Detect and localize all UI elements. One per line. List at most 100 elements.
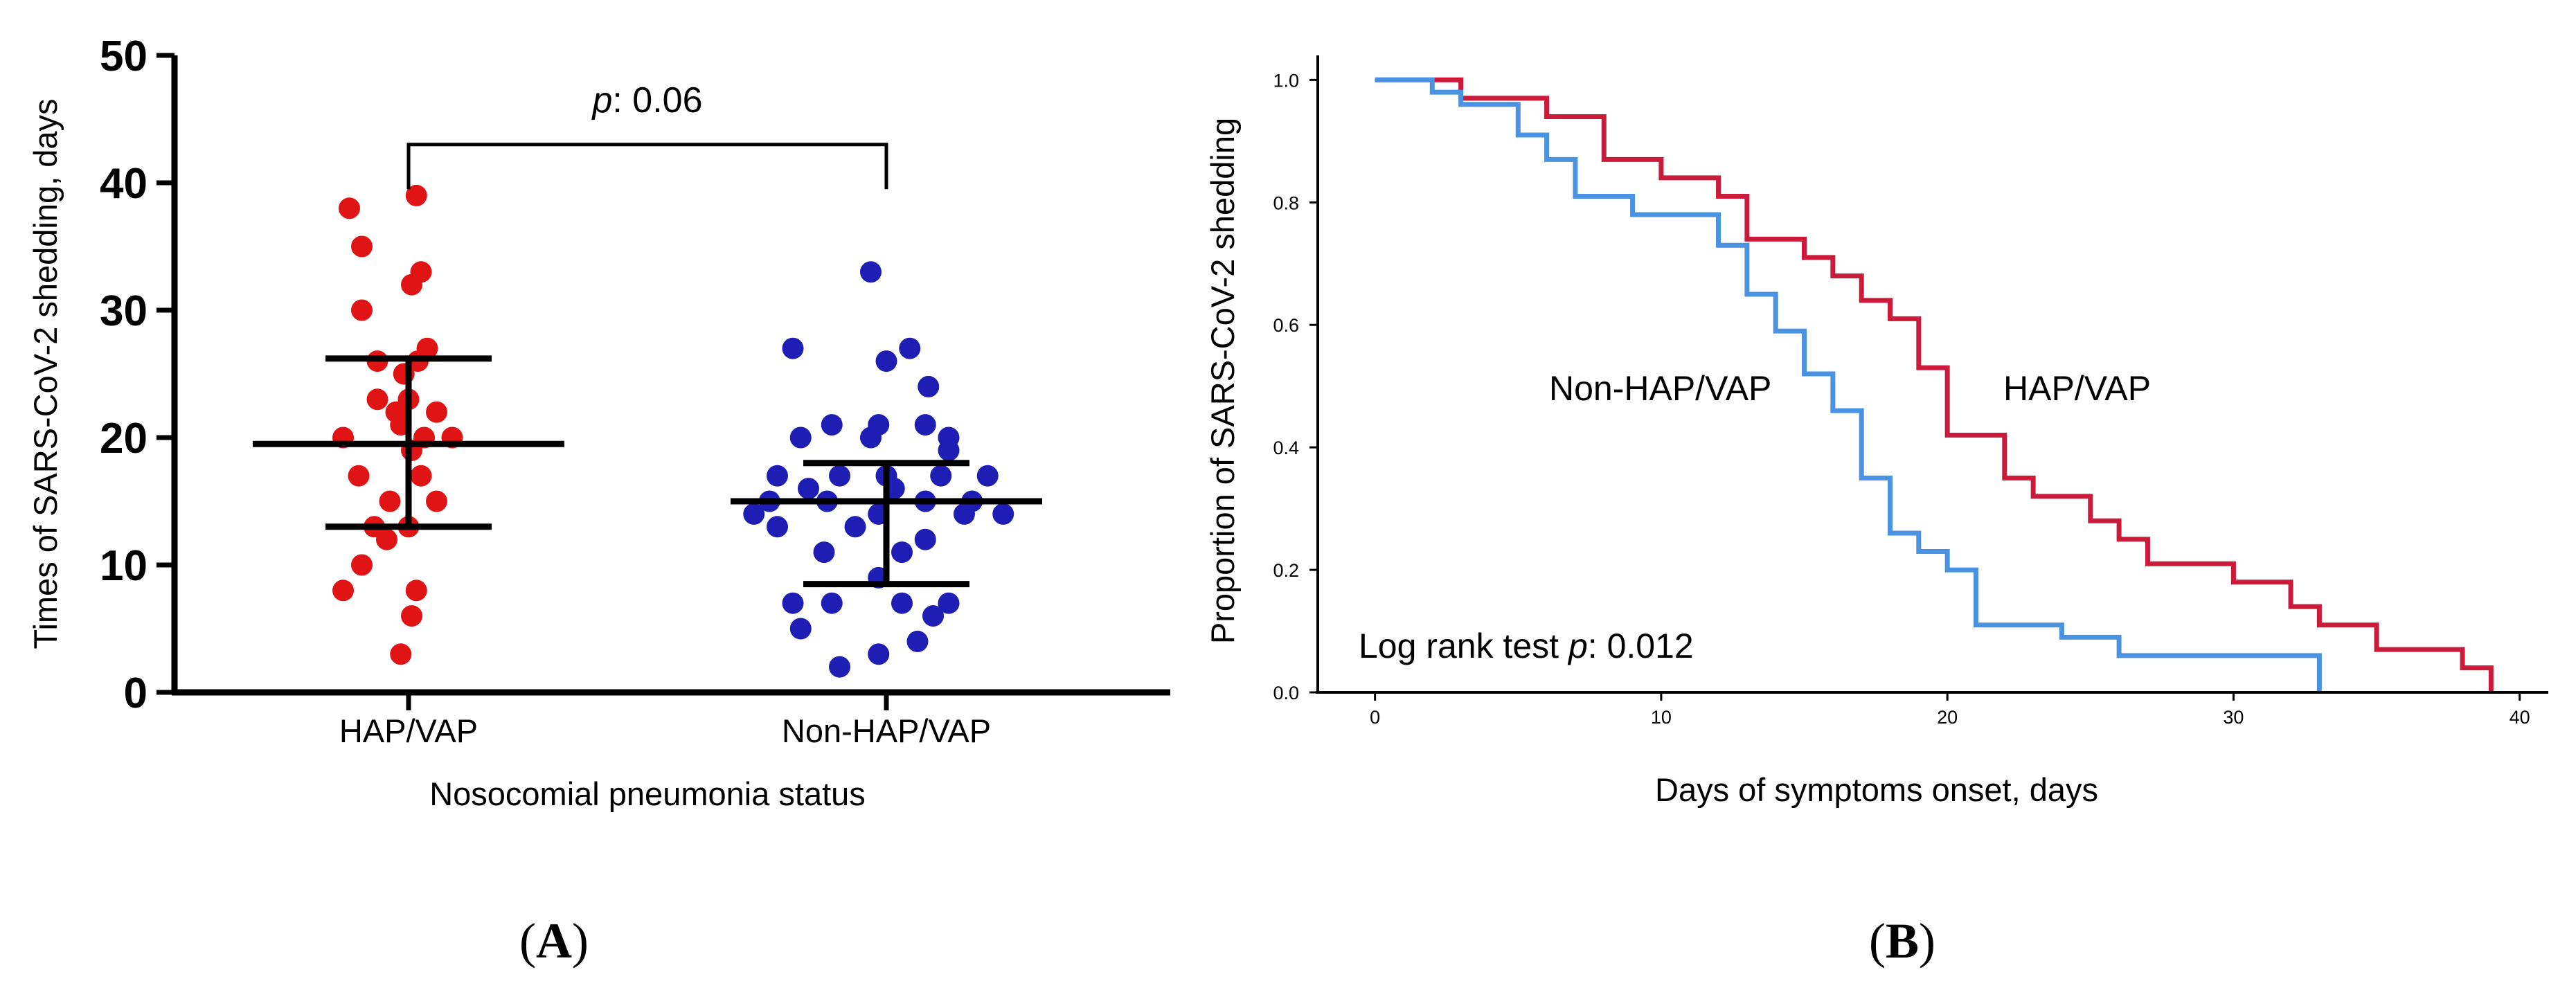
panel-b-y-tick-label: 0.6 [1273,315,1299,336]
series-label-hap: HAP/VAP [2003,369,2151,408]
panel-b-x-axis-title: Days of symptoms onset, days [1655,771,2098,808]
panel-a-data-point [426,401,447,423]
panel-b-x-tick-label: 0 [1370,707,1380,728]
logrank-p-symbol: p [1567,627,1588,665]
panel-a-x-tick-label: Non-HAP/VAP [782,712,991,749]
panel-a-data-point [821,414,843,436]
panel-b-x-tick-label: 10 [1651,707,1672,728]
panel-a-data-point [821,592,843,614]
panel-b-y-axis-title: Proportion of SARS-CoV-2 shedding [1204,118,1241,644]
panel-b-x-tick-label: 30 [2223,707,2244,728]
panel-a-data-point [767,516,788,538]
panel-a-data-point [379,490,401,512]
panel-b-label: (B) [1869,913,1935,969]
panel-a-y-tick-label: 20 [100,415,147,462]
panel-a-data-point [891,592,913,614]
panel-b-label-letter: B [1886,913,1919,969]
panel-a-data-point [868,643,890,665]
panel-a-data-point [954,503,975,525]
pvalue-bracket-line [406,143,888,190]
panel-a-y-tick-label: 50 [100,33,147,80]
panel-a-y-axis-title: Times of SARS-CoV-2 shedding, days [27,98,64,649]
panel-a-data-point [860,426,882,449]
panel-a-data-point [899,337,921,359]
pvalue-annotation: p: 0.06 [591,80,702,120]
panel-a-data-point [938,439,960,461]
panel-a-axes: 0 10 20 30 40 50 HAP/VAP Non-HAP/VAP [100,33,1170,749]
panel-a-data-point [401,273,422,296]
panel-b-y-tick-label: 1.0 [1273,70,1299,91]
panel-a-label-letter: A [536,913,572,969]
panel-a-data-point [829,465,850,487]
panel-a-data-point [992,503,1014,525]
series-label-non-hap: Non-HAP/VAP [1549,369,1771,408]
panel-a-data-point [782,337,804,359]
panel-b-y-tick-label: 0.2 [1273,560,1299,581]
panel-a-y-tick-label: 0 [124,670,147,717]
panel-b-x-ticks: 0 10 20 30 40 [1370,692,2530,728]
panel-b-series-lines [1375,77,2494,692]
panel-a-y-tick-label: 40 [100,160,147,208]
panel-b-x-tick-label: 40 [2510,707,2530,728]
panel-a-data-point [891,541,913,564]
panel-a-data-point [332,580,354,602]
panel-a-data-point [351,235,373,258]
panel-a-median-iqr [253,355,1042,588]
panel-a-points [332,184,1014,678]
panel-b-y-tick-label: 0.0 [1273,683,1299,703]
logrank-annotation: Log rank test p: 0.012 [1359,627,1694,665]
panel-a-data-point [875,350,897,372]
panel-a-data-point [401,605,422,627]
panel-a-data-point [351,554,373,576]
panel-b-label-open-paren: ( [1869,913,1886,969]
panel-b-label-close-paren: ) [1919,913,1935,969]
panel-a-x-tick-label: HAP/VAP [339,712,478,749]
panel-a-data-point [922,605,944,627]
panel-a-data-point [789,618,812,640]
panel-a-data-point [405,184,427,206]
panel-a-data-point [976,465,999,487]
panel-a-data-point [426,490,447,512]
panel-a-label: (A) [519,913,589,969]
panel-a-pvalue-bracket: p: 0.06 [406,80,888,190]
panel-a-data-point [410,465,432,487]
panel-a-data-point [844,516,866,538]
panel-a-data-point [829,656,850,678]
panel-b-km-curve: 0.0 0.2 0.4 0.6 0.8 1.0 0 10 20 30 40 Non-HAP/VAP… [1204,55,2548,969]
panel-a-data-point [906,630,929,652]
panel-a-data-point [376,528,397,550]
panel-a-data-point [743,503,765,525]
panel-a-data-point [782,592,804,614]
panel-a-data-point [914,414,936,436]
panel-a-data-point [390,643,412,665]
panel-a-y-tick-label: 30 [100,287,147,335]
panel-a-data-point [798,478,819,500]
panel-a-data-point [348,465,370,487]
panel-a-data-point [938,592,960,614]
panel-b-axes: 0.0 0.2 0.4 0.6 0.8 1.0 0 10 20 30 40 [1273,55,2548,728]
panel-a-data-point [918,375,940,397]
panel-b-x-tick-label: 20 [1937,707,1958,728]
logrank-prefix: Log rank test [1359,627,1568,665]
panel-a-data-point [813,541,835,564]
panel-a-data-point [405,580,427,602]
panel-b-y-tick-label: 0.4 [1273,438,1299,458]
panel-a-data-point [366,388,388,411]
panel-a-data-point [860,261,882,283]
panel-a-label-open-paren: ( [519,913,536,969]
panel-b-y-ticks: 0.0 0.2 0.4 0.6 0.8 1.0 [1273,70,1318,703]
panel-a-data-point [914,528,936,550]
km-curve-hap-vap [1375,77,2494,692]
panel-a-data-point [767,465,788,487]
pvalue-symbol: p [591,80,612,120]
panel-a-data-point [930,465,952,487]
panel-a-data-point [789,426,812,449]
panel-a-y-tick-label: 10 [100,542,147,590]
panel-a-y-ticks: 0 10 20 30 40 50 [100,33,175,717]
panel-a-label-close-paren: ) [572,913,589,969]
logrank-p-value: : 0.012 [1588,627,1694,665]
panel-a-scatter: 0 10 20 30 40 50 HAP/VAP Non-HAP/VAP p: 0.06 T… [27,33,1170,969]
km-curve-non-hap-vap [1375,77,2322,692]
pvalue-value: : 0.06 [612,80,702,120]
